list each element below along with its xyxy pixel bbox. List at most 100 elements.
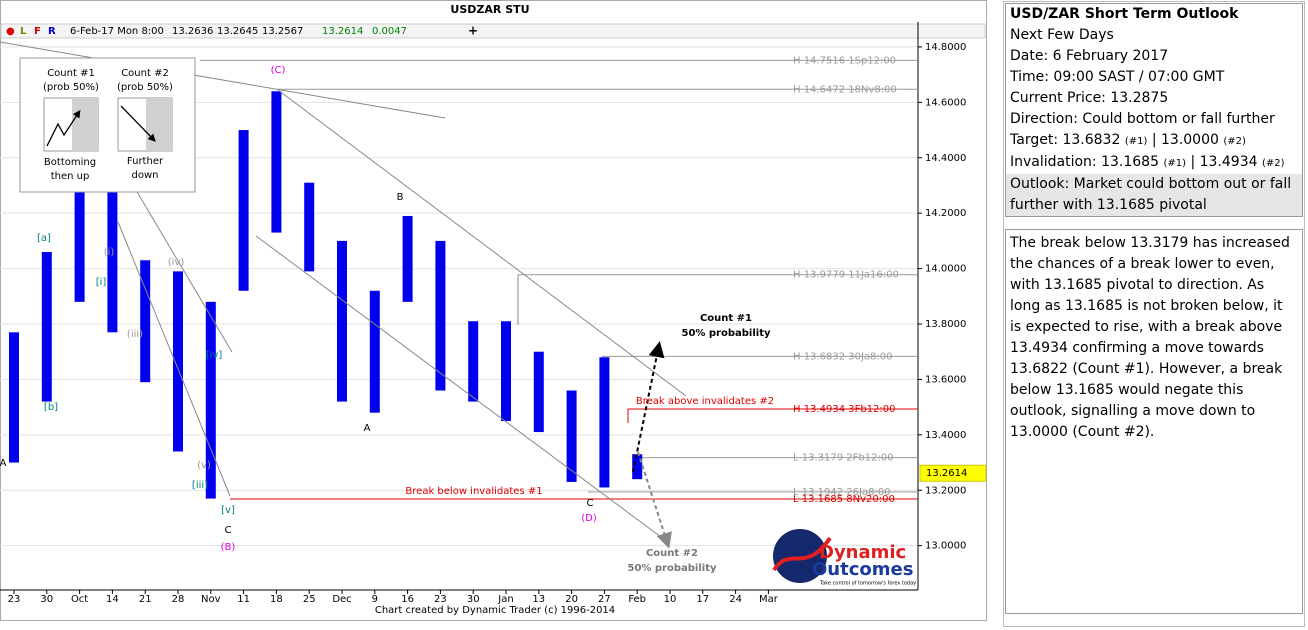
flag: F [34, 26, 41, 37]
legend-text: Further [127, 156, 164, 167]
range-bar [533, 351, 544, 433]
y-tick-label: 14.6000 [925, 97, 966, 108]
range-bar [632, 454, 643, 480]
range-bar [304, 182, 315, 272]
trend-line [129, 179, 233, 353]
range-bar [566, 390, 577, 482]
level-label: L 13.1685 8Nv20:00 [793, 494, 895, 505]
annotation: Break above invalidates #2 [636, 396, 774, 407]
x-tick-label: 28 [172, 594, 185, 605]
annotation: [i] [96, 277, 107, 288]
range-bar [337, 240, 347, 402]
flag: L [20, 26, 27, 37]
annotation: (v) [197, 460, 211, 471]
x-tick-label: Dec [332, 594, 351, 605]
annotation: (C) [271, 65, 286, 76]
annotation: C [587, 498, 594, 509]
text: (#1) [1163, 158, 1186, 169]
trend-line [255, 235, 666, 541]
text: Invalidation: 13.1685 [1010, 154, 1164, 170]
header-open: 13.2636 [172, 26, 213, 37]
logo-text: Outcomes [812, 559, 913, 580]
annotation: (iv) [168, 257, 185, 268]
panel-body: The break below 13.3179 has increased th… [1005, 229, 1303, 614]
x-tick-label: 23 [434, 594, 447, 605]
header-date: 6-Feb-17 Mon 8:00 [70, 26, 164, 37]
x-tick-label: 27 [598, 594, 611, 605]
x-tick-label: 30 [467, 594, 480, 605]
chart-title: USDZAR STU [450, 3, 529, 16]
footer: Chart created by Dynamic Trader (c) 1996… [375, 605, 615, 616]
header-plus[interactable]: + [468, 24, 478, 38]
trend-lines [0, 41, 687, 541]
logo-text: Dynamic [819, 542, 906, 563]
range-bar [74, 160, 85, 302]
level-label: L 13.1942 26Ja8:00 [793, 487, 891, 498]
annotation: [v] [221, 505, 235, 516]
x-tick-label: 11 [237, 594, 250, 605]
range-bar [599, 357, 610, 488]
text: (#1) [1124, 136, 1148, 147]
panel-subtitle: Next Few Days [1010, 27, 1114, 43]
outlook-panel: USD/ZAR Short Term Outlook Next Few Days… [1003, 1, 1305, 627]
legend-text: Bottoming [44, 157, 96, 168]
text: (#2) [1223, 136, 1246, 147]
header-low: 13.2567 [262, 26, 303, 37]
x-tick-label: 30 [40, 594, 53, 605]
x-tick-label: 25 [303, 594, 316, 605]
annotation: [b] [44, 402, 58, 413]
level-label: H 13.9779 11Ja16:00 [793, 270, 899, 281]
x-tick-label: 14 [106, 594, 119, 605]
text: | 13.0000 [1147, 132, 1224, 148]
annotation: B [397, 192, 404, 203]
annotation: [a] [37, 233, 51, 244]
annotation: 50% probability [681, 328, 771, 339]
range-bar [173, 271, 183, 452]
y-tick-label: 14.8000 [925, 42, 966, 53]
annotation: 50% probability [627, 563, 717, 574]
level-label: H 13.4934 3Fb12:00 [793, 404, 896, 415]
y-tick-label: 14.0000 [925, 264, 966, 275]
outlook-table: USD/ZAR Short Term Outlook Next Few Days… [1005, 3, 1303, 217]
x-tick-label: 20 [565, 594, 578, 605]
legend-icon-shade [146, 98, 172, 151]
current-price-label: 13.2614 [926, 468, 967, 479]
legend-icon-line [120, 105, 156, 142]
panel-outlook: Outlook: Market could bottom out or fall… [1006, 174, 1302, 216]
y-tick-label: 13.6000 [925, 374, 966, 385]
y-tick-label: 14.4000 [925, 153, 966, 164]
chart: USDZAR STU ● L F R 6-Feb-17 Mon 8:00 13.… [0, 0, 987, 621]
y-tick-label: 13.4000 [925, 430, 966, 441]
annotation: (D) [581, 513, 597, 524]
annotation: Count #1 [700, 313, 752, 324]
legend-icon-shade [72, 98, 98, 151]
legend-text: Count #1 [47, 68, 95, 79]
trend-line [117, 221, 231, 497]
plot: 13.0000 13.2000 13.4000 13.6000 13.8000 14.00… [0, 22, 966, 605]
level-label: H 14.6472 18Nv8:00 [793, 84, 897, 95]
x-tick-label: Jan [497, 594, 513, 605]
range-bar [9, 332, 19, 463]
legend-text: down [132, 170, 159, 181]
y-tick-label: 14.2000 [925, 208, 966, 219]
x-tick-label: Mar [759, 594, 779, 605]
level-label: H 13.6832 30Ja8:00 [793, 351, 893, 362]
annotation: C [225, 525, 232, 536]
text: (#2) [1261, 158, 1285, 169]
y-tick-label: 13.2000 [925, 485, 966, 496]
logo-tagline: Take control of tomorrow's forex today [819, 581, 916, 587]
logo: Dynamic Outcomes Take control of tomorro… [772, 529, 916, 587]
panel-line: Target: 13.6832 (#1) | 13.0000 (#2) [1006, 130, 1302, 152]
y-tick-label: 13.0000 [925, 541, 966, 552]
annotation: (B) [221, 542, 236, 553]
x-tick-label: Feb [628, 594, 646, 605]
x-tick-label: 18 [270, 594, 283, 605]
text: | 13.4934 [1186, 154, 1262, 170]
annotation: Count #2 [646, 548, 698, 559]
x-tick-label: 17 [696, 594, 709, 605]
logo-swoosh [772, 536, 832, 572]
annotation: A [364, 423, 371, 434]
legend-box: Count #1 (prob 50%) Count #2 (prob 50%) … [19, 57, 196, 193]
trend-line [277, 89, 687, 397]
